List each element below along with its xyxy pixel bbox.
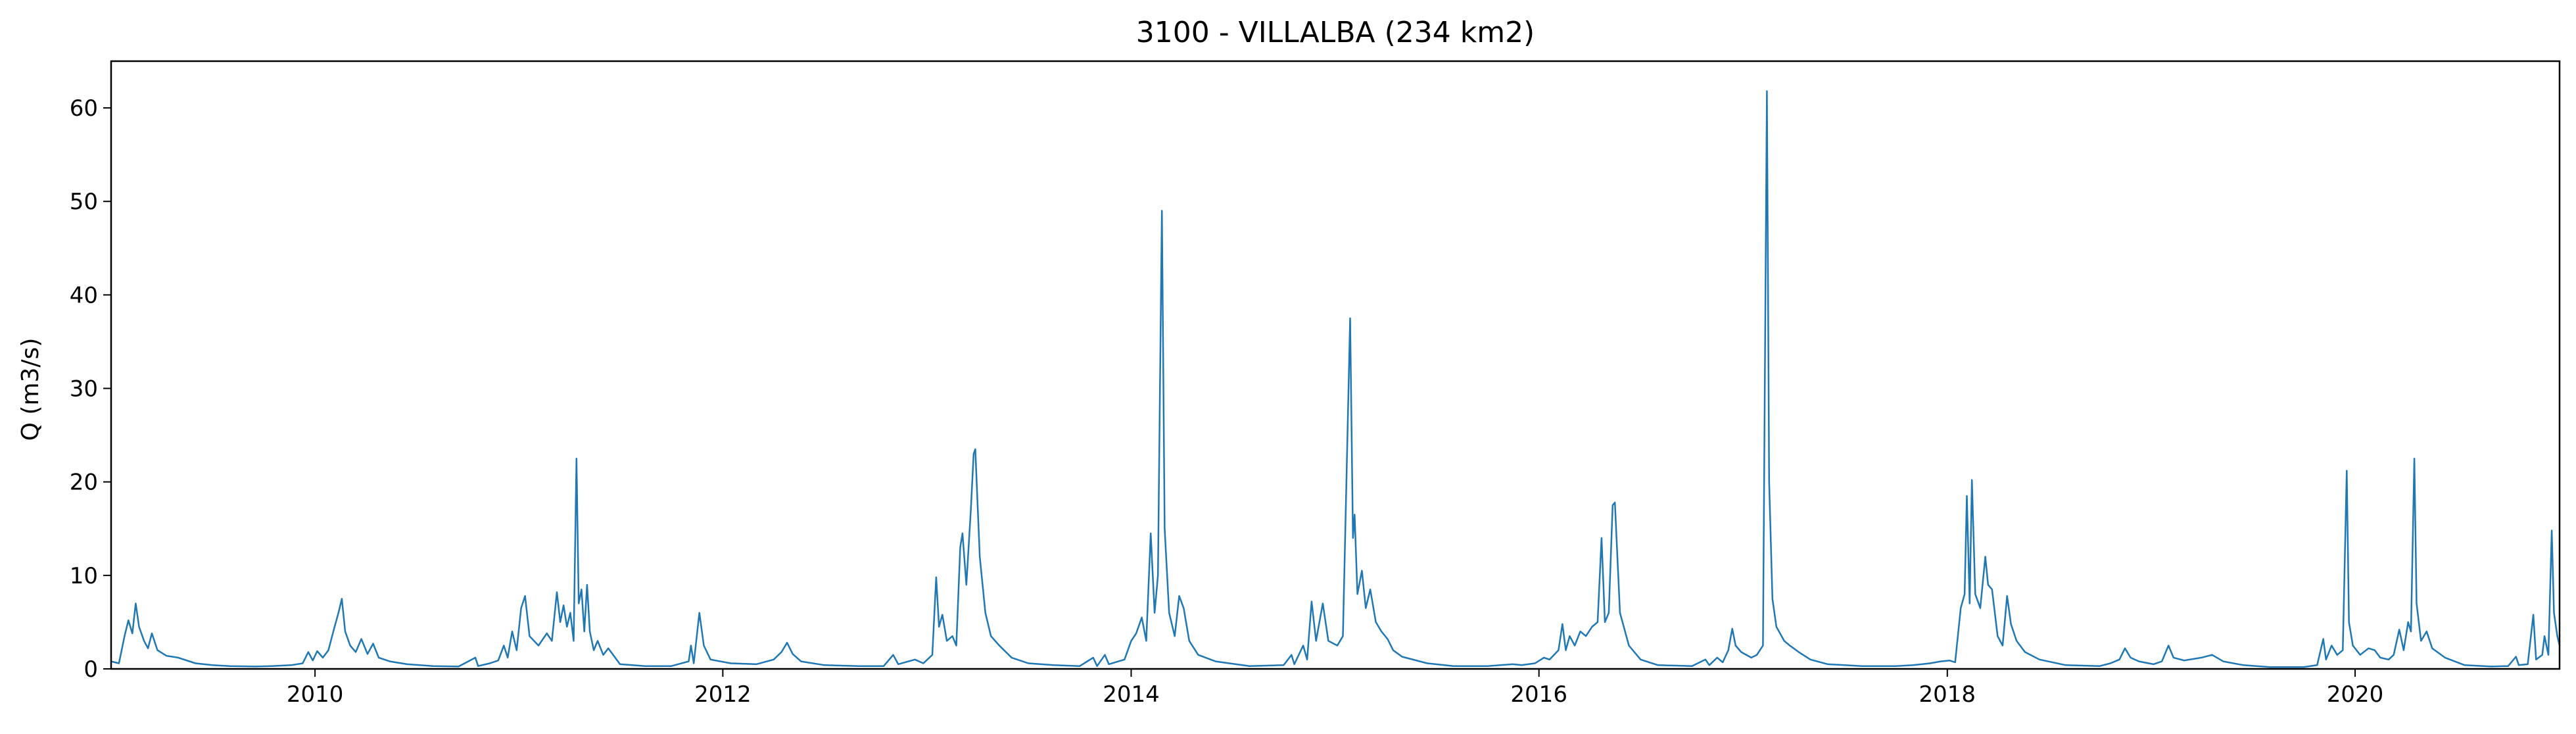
y-tick-label: 40 <box>70 282 98 308</box>
y-tick-label: 60 <box>70 95 98 122</box>
y-tick-label: 50 <box>70 189 98 215</box>
plot-frame <box>110 60 2561 670</box>
y-tick-label: 30 <box>70 376 98 403</box>
chart-title: 3100 - VILLALBA (234 km2) <box>1136 16 1535 49</box>
x-axis: 2010 2012 2014 2016 2018 2020 <box>287 669 2383 708</box>
x-tick-label: 2010 <box>287 681 344 708</box>
y-tick-label: 10 <box>70 563 98 589</box>
x-tick-label: 2012 <box>694 681 751 708</box>
y-tick-label: 20 <box>70 470 98 496</box>
series-layer <box>110 90 2561 668</box>
x-tick-label: 2020 <box>2327 681 2384 708</box>
x-tick-label: 2016 <box>1510 681 1567 708</box>
y-tick-label: 0 <box>83 656 98 683</box>
discharge-series-line <box>110 90 2561 668</box>
y-axis-label: Q (m3/s) <box>17 338 44 441</box>
x-tick-label: 2014 <box>1103 681 1160 708</box>
y-axis: 0 10 20 30 40 50 60 <box>70 95 111 683</box>
x-tick-label: 2018 <box>1919 681 1976 708</box>
